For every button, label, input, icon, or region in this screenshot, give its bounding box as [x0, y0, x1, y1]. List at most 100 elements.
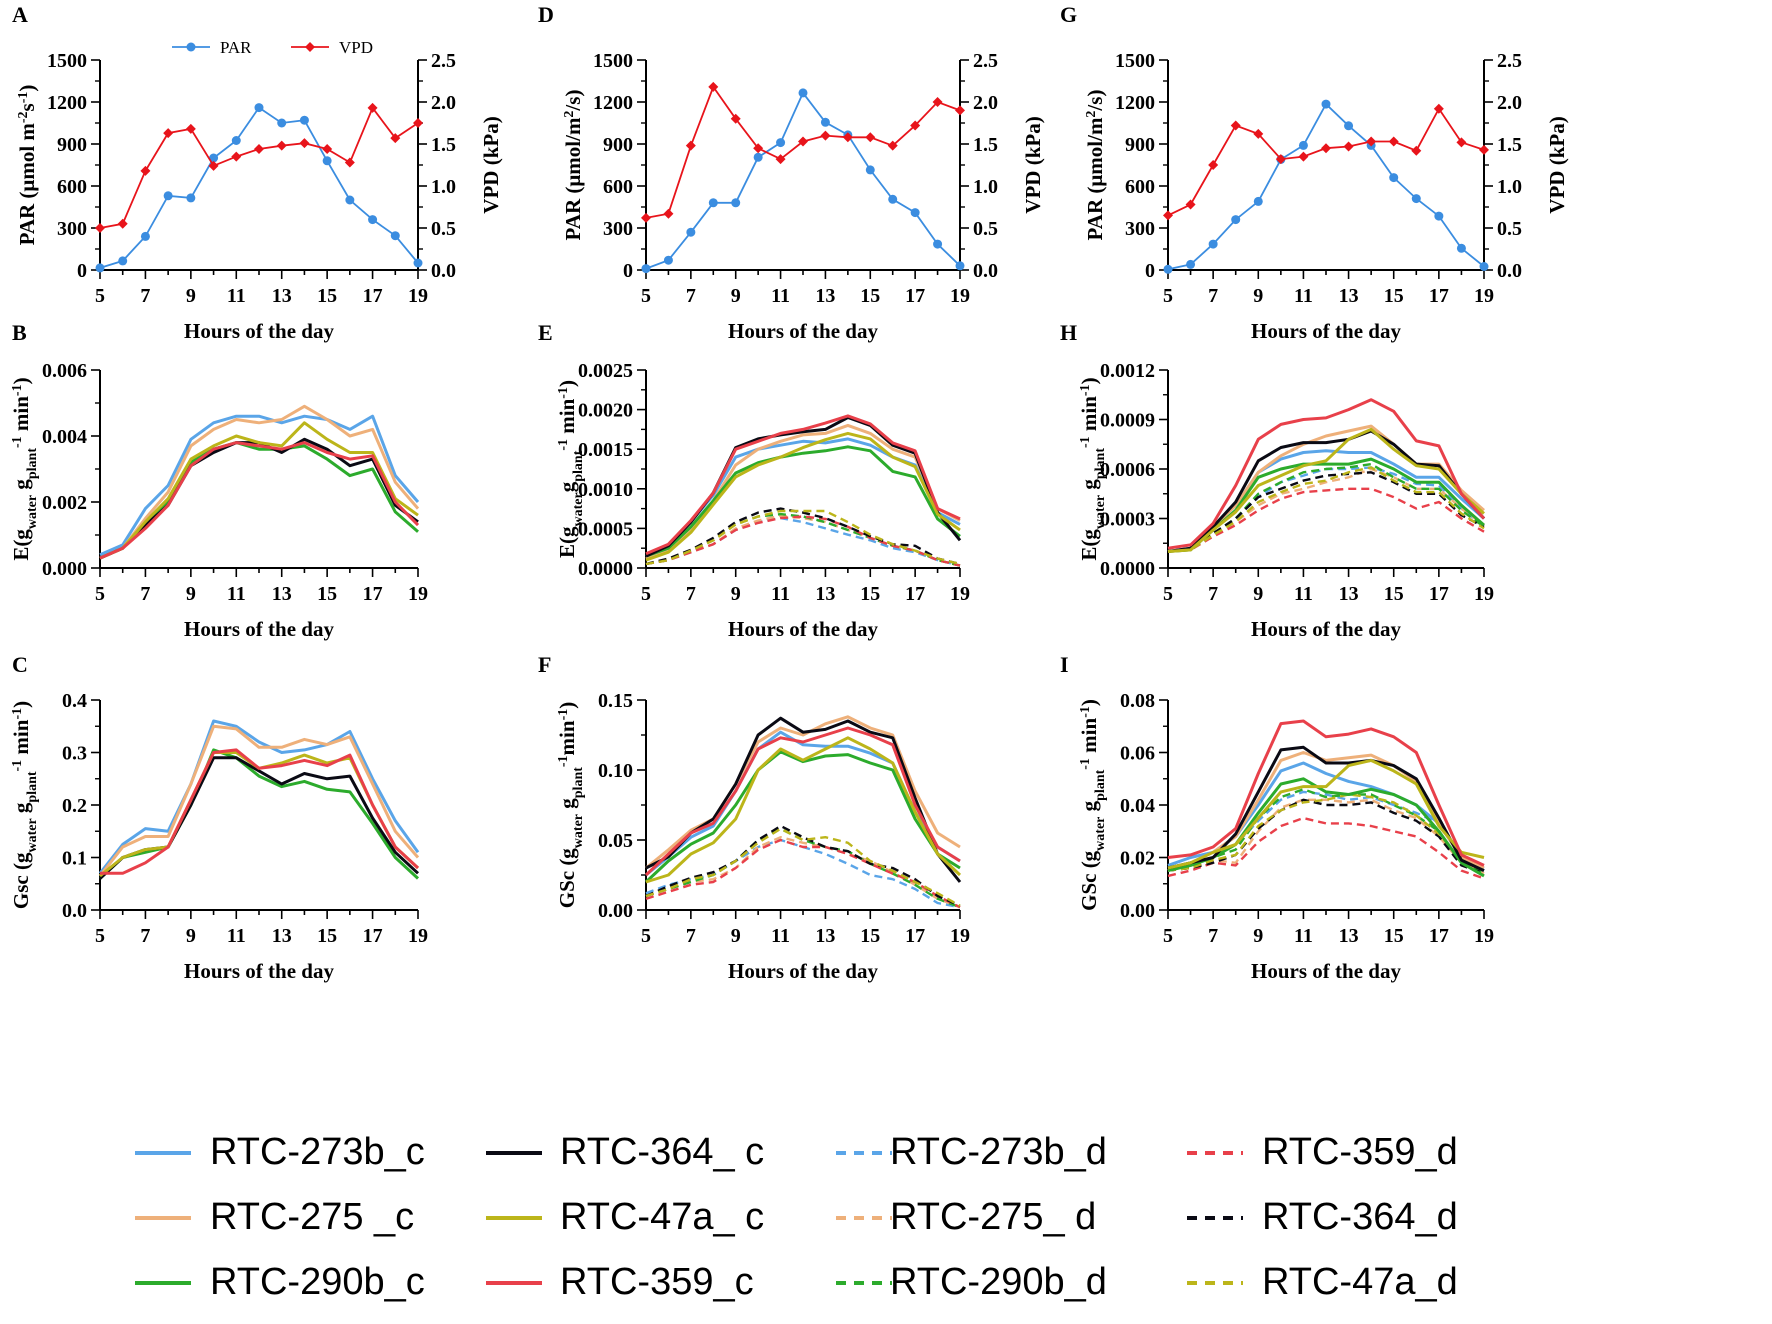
panel-letter-c: C	[12, 652, 28, 677]
x-tick-label: 11	[1294, 583, 1313, 605]
panel-b: B 5 7 9 11 13 15 17 19 Hours of the day 0.000 0.002…	[9, 320, 428, 641]
series-line-rtc-290b-d	[645, 512, 961, 567]
series-line-rtc-290b-d	[645, 827, 961, 909]
x-tick-label: 9	[731, 583, 741, 605]
y2-tick-label: 2.5	[431, 50, 456, 72]
x-tick-label: 11	[771, 583, 790, 605]
x-tick-label: 17	[905, 583, 925, 605]
point-vpd	[231, 151, 242, 162]
x-tick-label: 15	[1384, 583, 1404, 605]
series-line-rtc-359-d	[1167, 487, 1485, 553]
x-tick-label: 19	[408, 583, 428, 605]
x-tick-label: 5	[641, 925, 651, 947]
y-tick-label: 0.004	[42, 426, 87, 448]
series-line-vpd	[645, 84, 961, 219]
legend-label-rtc-47a-c: RTC-47a_ c	[560, 1196, 764, 1238]
point-par	[95, 263, 105, 273]
x-tick-label: 15	[1384, 925, 1404, 947]
point-par	[118, 256, 128, 266]
point-par	[888, 194, 898, 204]
series-line-rtc-359-c	[100, 748, 420, 875]
point-par	[322, 156, 332, 166]
x-tick-label: 7	[686, 925, 696, 947]
y-tick-label: 1200	[47, 92, 87, 114]
x-tick-label: 19	[1474, 583, 1494, 605]
y2-tick-label: 0.0	[431, 260, 456, 282]
y-axis-label: GSc (gwater gplant-1 min-1)	[1077, 699, 1108, 911]
legend-label-rtc-275-c: RTC-275 _c	[210, 1196, 414, 1238]
x-tick-label: 15	[317, 925, 337, 947]
series-line-rtc-47a-c	[645, 431, 961, 562]
point-par	[140, 231, 150, 241]
y-tick-label: 0.15	[598, 690, 633, 712]
x-tick-label: 17	[1429, 583, 1449, 605]
point-vpd	[163, 128, 174, 139]
y2-tick-label: 0.5	[431, 218, 456, 240]
series-line-rtc-290b-c	[1167, 457, 1485, 553]
x-tick-label: 13	[1339, 583, 1359, 605]
x-tick-label: 7	[1208, 925, 1218, 947]
legend-label-rtc-273b-d: RTC-273b_d	[890, 1131, 1107, 1173]
point-par	[686, 227, 696, 237]
x-axis-label: Hours of the day	[728, 319, 878, 343]
y-tick-label: 0.0	[62, 900, 87, 922]
point-vpd	[1253, 128, 1264, 139]
y-tick-label: 0.0000	[578, 558, 633, 580]
x-axis-label: Hours of the day	[728, 617, 878, 641]
x-axis-label: Hours of the day	[184, 617, 334, 641]
point-par	[1231, 215, 1241, 225]
y2-tick-label: 1.5	[973, 134, 998, 156]
x-tick-label: 5	[95, 285, 105, 307]
point-par	[1253, 196, 1263, 206]
y-axis-label: E(gwater gplant-1 min-1)	[9, 377, 40, 560]
x-tick-label: 9	[186, 583, 196, 605]
series-line-rtc-47a-d	[645, 509, 961, 566]
x-tick-label: 7	[1208, 583, 1218, 605]
point-par	[776, 138, 786, 148]
point-vpd	[1275, 154, 1286, 165]
panel-letter-b: B	[12, 320, 27, 345]
x-tick-label: 15	[317, 285, 337, 307]
point-par	[1344, 121, 1354, 131]
x-tick-label: 17	[1429, 285, 1449, 307]
y-tick-label: 0.05	[598, 830, 633, 852]
series-line-rtc-290b-c	[98, 748, 420, 880]
y-tick-label: 0.0025	[578, 360, 633, 382]
y2-tick-label: 2.5	[973, 50, 998, 72]
y-tick-label: 1500	[593, 50, 633, 72]
point-vpd	[185, 123, 196, 134]
x-axis-label: Hours of the day	[1251, 959, 1401, 983]
x-tick-label: 11	[1294, 925, 1313, 947]
point-par	[798, 88, 808, 98]
x-tick-label: 9	[731, 285, 741, 307]
point-vpd	[344, 157, 355, 168]
series-line-rtc-275-c	[99, 404, 420, 560]
x-tick-label: 17	[363, 925, 383, 947]
y-tick-label: 600	[1125, 176, 1155, 198]
series-legend: RTC-273b_c RTC-364_ c RTC-273b_d RTC-359_d R…	[135, 1131, 1458, 1303]
point-vpd	[322, 144, 333, 155]
y-tick-label: 0.3	[62, 743, 87, 765]
series-line-rtc-275-d	[645, 836, 961, 909]
point-vpd	[208, 160, 219, 171]
point-par	[1456, 243, 1466, 253]
series-line-rtc-364-d	[1167, 471, 1485, 553]
point-par	[731, 198, 741, 208]
y-axis-label: GSc (gwater gplant-1min-1)	[555, 702, 586, 909]
series-line-vpd	[99, 106, 419, 229]
series-line-rtc-290b-c	[645, 445, 961, 558]
panel-a: A 5 7 9 11 13 15 17 19 Hours of the day 0 300 600 900…	[12, 2, 503, 343]
series-line-rtc-364-d	[645, 824, 961, 907]
point-par	[345, 195, 355, 205]
y-tick-label: 0.0005	[578, 518, 633, 540]
point-vpd	[390, 133, 401, 144]
x-axis-label: Hours of the day	[1251, 319, 1401, 343]
y2-axis-label: VPD (kPa)	[479, 116, 503, 213]
series-line-rtc-47a-c	[99, 421, 419, 560]
series-line-rtc-359-c	[645, 414, 961, 556]
y-tick-label: 0.002	[42, 492, 87, 514]
x-tick-label: 19	[408, 925, 428, 947]
x-tick-label: 15	[1384, 285, 1404, 307]
x-tick-label: 15	[317, 583, 337, 605]
point-par	[209, 153, 219, 163]
